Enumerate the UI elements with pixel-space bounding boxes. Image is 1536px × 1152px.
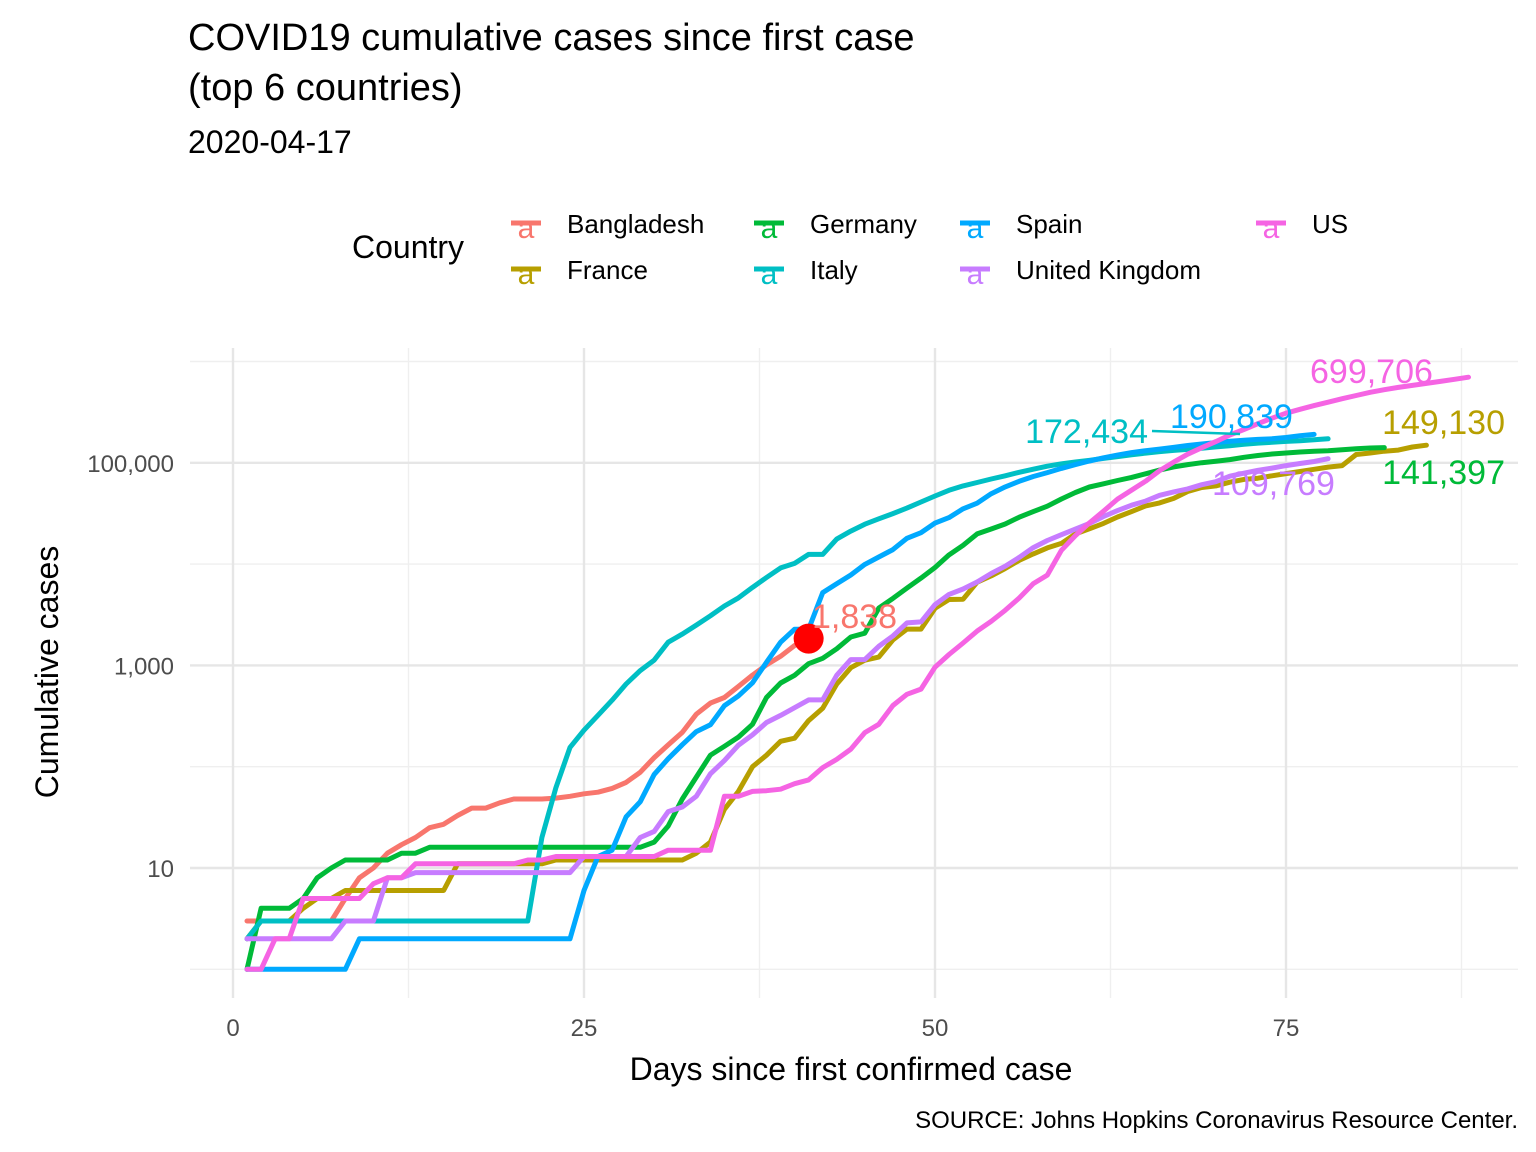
end-label-connector [1151,429,1241,436]
series-line-united-kingdom [244,456,1331,942]
y-tick-label: 1,000 [114,653,174,680]
x-tick-label: 25 [571,1015,598,1042]
series-layer [244,374,1471,972]
legend-item-spain: a Spain [960,209,1083,245]
chart-title: COVID19 cumulative cases since first cas… [188,17,915,59]
series-line-france [244,442,1429,942]
y-tick-label: 100,000 [87,451,174,478]
series-line-bangladesh [244,636,812,924]
series-line-us [244,374,1471,972]
legend-label: France [567,255,648,285]
legend-key-glyph: a [518,212,535,245]
legend-label: Bangladesh [567,209,704,239]
x-tick-label: 0 [226,1015,239,1042]
x-axis-ticks: 0 25 50 75 [226,1015,1299,1042]
legend-key-glyph: a [967,258,984,291]
series-line-germany [244,445,1387,972]
end-label-us: 699,706 [1310,353,1433,391]
end-label-united-kingdom: 109,769 [1212,465,1335,503]
legend: Country a Bangladesh a France a Germany a Italy… [352,209,1348,291]
legend-label: Italy [810,255,858,285]
legend-label: Spain [1016,209,1083,239]
legend-label: Germany [810,209,917,239]
y-axis-ticks: 10 1,000 100,000 [87,451,174,883]
legend-key-glyph: a [518,258,535,291]
chart-title-line2: (top 6 countries) [188,67,463,109]
legend-item-germany: a Germany [754,209,917,245]
legend-item-bangladesh: a Bangladesh [511,209,704,245]
legend-label: US [1312,209,1348,239]
legend-key-glyph: a [1263,212,1280,245]
end-labels: 1,838 149,130 141,397 172,434 190,839 109,769… [812,353,1505,636]
x-axis-title: Days since first confirmed case [630,1051,1073,1087]
legend-key-glyph: a [967,212,984,245]
legend-title: Country [352,229,464,265]
grid [190,348,1518,998]
end-label-bangladesh: 1,838 [812,598,897,636]
x-tick-label: 50 [922,1015,949,1042]
legend-item-italy: a Italy [754,255,858,291]
highlight-point [793,623,824,654]
legend-item-united-kingdom: a United Kingdom [960,255,1201,291]
end-label-italy: 172,434 [1025,413,1148,451]
series-line-spain [244,431,1317,972]
x-tick-label: 75 [1273,1015,1300,1042]
end-label-spain: 190,839 [1170,398,1293,436]
y-axis-title: Cumulative cases [29,546,65,799]
y-tick-label: 10 [147,856,174,883]
legend-key-glyph: a [761,258,778,291]
end-label-germany: 141,397 [1382,454,1505,492]
end-label-france: 149,130 [1382,404,1505,442]
source-caption: SOURCE: Johns Hopkins Coronavirus Resour… [915,1107,1518,1134]
chart-subtitle: 2020-04-17 [188,124,352,160]
legend-item-us: a US [1256,209,1348,245]
legend-key-glyph: a [761,212,778,245]
legend-item-france: a France [511,255,648,291]
legend-label: United Kingdom [1016,255,1201,285]
